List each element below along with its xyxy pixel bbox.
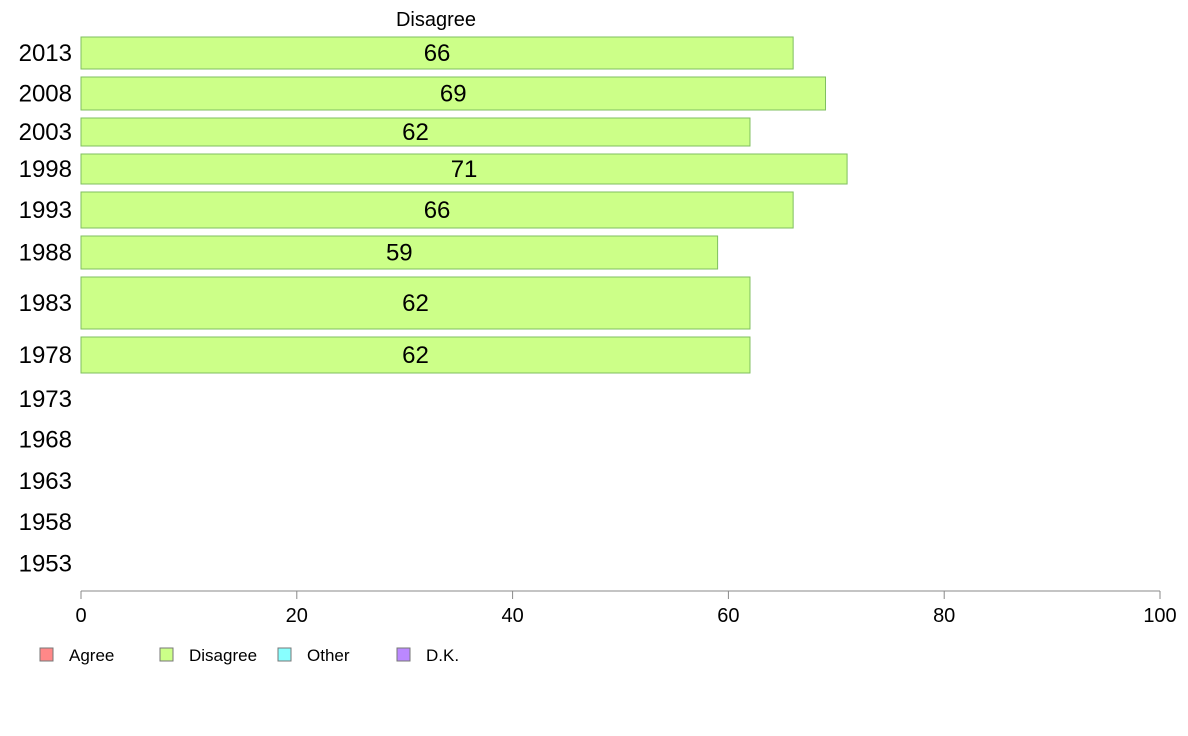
bar-1983 [80, 276, 751, 330]
y-tick-label-1988: 1988 [19, 240, 72, 267]
y-tick-label-1963: 1963 [19, 468, 72, 495]
legend-label-other: Other [307, 646, 350, 665]
bar-1993 [80, 191, 794, 229]
bar-1978 [80, 336, 751, 374]
x-tick-label-40: 40 [501, 605, 523, 627]
y-tick-label-1993: 1993 [19, 197, 72, 224]
bar-2003 [80, 117, 751, 147]
bar-value-label-1998: 71 [451, 156, 478, 183]
x-tick-label-20: 20 [286, 605, 308, 627]
legend-swatch-disagree [159, 647, 174, 662]
y-tick-label-1968: 1968 [19, 427, 72, 454]
legend-label-agree: Agree [69, 646, 114, 665]
bar-value-label-2003: 62 [402, 119, 429, 146]
chart-title: Disagree [396, 9, 476, 31]
legend: Agree Disagree Other D.K. [39, 646, 459, 665]
bar-2013 [80, 36, 794, 70]
x-tick-label-80: 80 [933, 605, 955, 627]
y-tick-label-1953: 1953 [19, 551, 72, 578]
y-tick-label-1958: 1958 [19, 509, 72, 536]
legend-label-disagree: Disagree [189, 646, 257, 665]
bar-1998 [80, 153, 848, 185]
legend-swatch-agree [39, 647, 54, 662]
bar-value-label-1983: 62 [402, 290, 429, 317]
y-tick-label-1983: 1983 [19, 290, 72, 317]
y-tick-label-1998: 1998 [19, 156, 72, 183]
x-tick-label-100: 100 [1143, 605, 1176, 627]
bar-value-label-2008: 69 [440, 81, 467, 108]
y-axis-labels: 2013 2008 2003 1998 1993 1988 1983 1978 1973 1968… [19, 40, 72, 578]
bar-2008 [80, 76, 827, 111]
legend-swatch-d-k [396, 647, 411, 662]
y-tick-label-1978: 1978 [19, 342, 72, 369]
legend-swatch-other [277, 647, 292, 662]
x-axis: 0 20 40 60 80 100 [75, 590, 1177, 627]
bar-value-label-1978: 62 [402, 342, 429, 369]
bar-value-label-1988: 59 [386, 240, 413, 267]
bar-value-label-1993: 66 [424, 197, 451, 224]
legend-label-d-k: D.K. [426, 646, 459, 665]
x-tick-label-0: 0 [75, 605, 86, 627]
y-tick-label-2008: 2008 [19, 81, 72, 108]
y-tick-label-1973: 1973 [19, 386, 72, 413]
bar-1988 [80, 235, 719, 270]
x-tick-label-60: 60 [717, 605, 739, 627]
y-tick-label-2013: 2013 [19, 40, 72, 67]
bar-value-label-2013: 66 [424, 40, 451, 67]
y-tick-label-2003: 2003 [19, 119, 72, 146]
